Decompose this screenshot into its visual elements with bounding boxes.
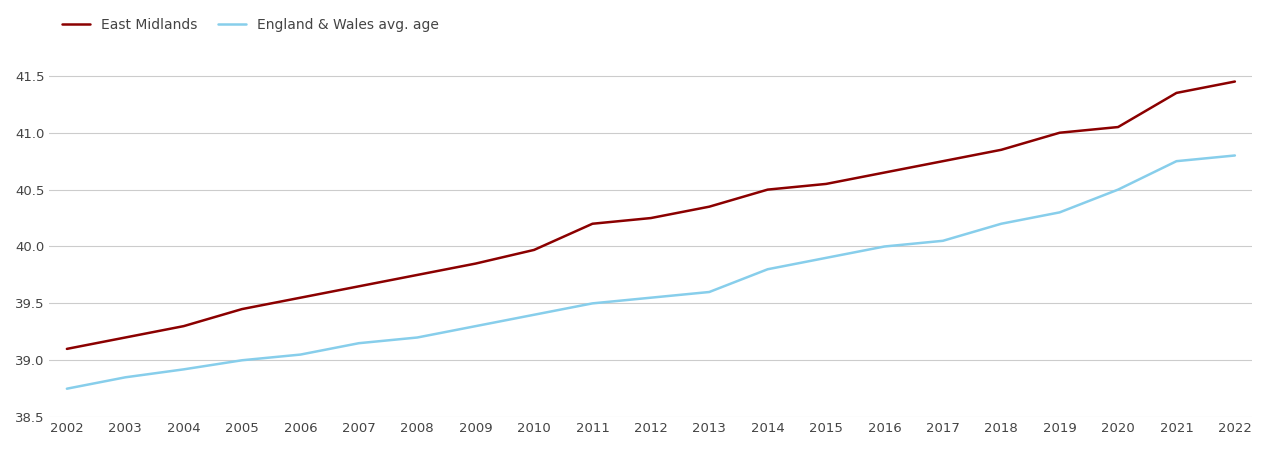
East Midlands <box>993 147 1008 153</box>
East Midlands <box>293 295 309 301</box>
East Midlands <box>1110 124 1125 130</box>
Line: England & Wales avg. age: England & Wales avg. age <box>67 156 1234 389</box>
East Midlands <box>1227 79 1242 84</box>
East Midlands <box>60 346 75 351</box>
East Midlands <box>1168 90 1184 95</box>
East Midlands <box>759 187 775 192</box>
East Midlands <box>469 261 484 266</box>
England & Wales avg. age <box>1052 210 1067 215</box>
Legend: East Midlands, England & Wales avg. age: East Midlands, England & Wales avg. age <box>56 13 444 38</box>
East Midlands <box>585 221 601 226</box>
England & Wales avg. age <box>469 324 484 329</box>
England & Wales avg. age <box>352 341 367 346</box>
England & Wales avg. age <box>644 295 659 301</box>
England & Wales avg. age <box>293 352 309 357</box>
England & Wales avg. age <box>177 367 192 372</box>
England & Wales avg. age <box>118 374 133 380</box>
England & Wales avg. age <box>1227 153 1242 158</box>
England & Wales avg. age <box>876 244 892 249</box>
East Midlands <box>177 324 192 329</box>
England & Wales avg. age <box>527 312 542 317</box>
England & Wales avg. age <box>585 301 601 306</box>
East Midlands <box>818 181 833 187</box>
East Midlands <box>644 216 659 221</box>
East Midlands <box>352 284 367 289</box>
England & Wales avg. age <box>1110 187 1125 192</box>
England & Wales avg. age <box>410 335 425 340</box>
East Midlands <box>701 204 716 209</box>
England & Wales avg. age <box>701 289 716 295</box>
East Midlands <box>935 158 950 164</box>
East Midlands <box>235 306 250 312</box>
England & Wales avg. age <box>935 238 950 243</box>
Line: East Midlands: East Midlands <box>67 81 1234 349</box>
England & Wales avg. age <box>993 221 1008 226</box>
England & Wales avg. age <box>1168 158 1184 164</box>
England & Wales avg. age <box>235 358 250 363</box>
East Midlands <box>1052 130 1067 135</box>
England & Wales avg. age <box>818 255 833 261</box>
East Midlands <box>118 335 133 340</box>
East Midlands <box>527 247 542 252</box>
England & Wales avg. age <box>759 266 775 272</box>
East Midlands <box>876 170 892 175</box>
East Midlands <box>410 272 425 278</box>
England & Wales avg. age <box>60 386 75 391</box>
